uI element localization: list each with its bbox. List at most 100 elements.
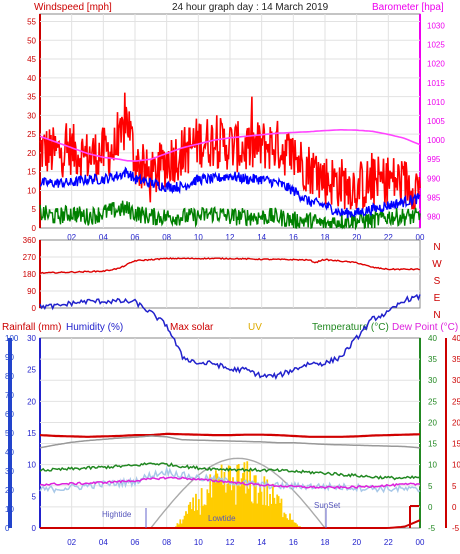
climate-x-tick-label: 14 [257, 538, 266, 547]
windspeed-tick-label: 10 [27, 186, 36, 195]
compass-label: S [434, 276, 441, 287]
climate-x-tick-label: 00 [416, 538, 425, 547]
rainfall-tick-label: 90 [5, 353, 14, 362]
windspeed-axis-label: Windspeed [mph] [34, 2, 112, 13]
rainfall-tick-label: 30 [5, 467, 14, 476]
temperature-tick-label: 10 [428, 461, 437, 470]
dewpoint-tick-label: 35 [452, 355, 460, 364]
series-humidity-line [39, 293, 421, 381]
dewpoint-tick-label: 30 [452, 376, 460, 385]
temperature-tick-label: 35 [428, 355, 437, 364]
humidity-tick-label: 5 [32, 492, 37, 501]
temperature-tick-label: 20 [428, 418, 437, 427]
windspeed-tick-label: 15 [27, 168, 36, 177]
windspeed-tick-label: 30 [27, 111, 36, 120]
wind-x-tick-label: 08 [162, 233, 171, 242]
dewpoint-axis-label: Dew Point (°C) [392, 322, 458, 333]
windspeed-tick-label: 40 [27, 74, 36, 83]
direction-tick-label: 0 [32, 304, 37, 313]
humidity-tick-label: 15 [27, 429, 36, 438]
series-dewpoint-line [40, 476, 421, 490]
dewpoint-tick-label: 20 [452, 418, 460, 427]
humidity-tick-label: 25 [27, 366, 36, 375]
wind-x-tick-label: 06 [131, 233, 140, 242]
windspeed-tick-label: 45 [27, 55, 36, 64]
rainfall-tick-label: 10 [5, 505, 14, 514]
rainfall-tick-label: 80 [5, 372, 14, 381]
windspeed-tick-label: 0 [32, 224, 37, 233]
climate-x-tick-label: 10 [194, 538, 203, 547]
sunset-label: SunSet [314, 501, 341, 510]
direction-tick-label: 360 [23, 236, 37, 245]
barometer-tick-label: 985 [427, 193, 441, 202]
temperature-axis-label: Temperature (°C) [312, 322, 389, 333]
temperature-tick-label: 15 [428, 440, 437, 449]
climate-panel-series [39, 293, 421, 529]
barometer-tick-label: 1005 [427, 117, 445, 126]
barometer-tick-label: 1000 [427, 136, 445, 145]
direction-panel-grid [40, 240, 420, 308]
climate-x-tick-label: 22 [384, 538, 393, 547]
windspeed-tick-label: 35 [27, 93, 36, 102]
windspeed-tick-label: 25 [27, 130, 36, 139]
temperature-tick-label: 0 [428, 503, 433, 512]
dewpoint-tick-label: 10 [452, 461, 460, 470]
max-solar-label: Max solar [170, 322, 214, 333]
barometer-tick-label: 1020 [427, 60, 445, 69]
wind-x-tick-label: 00 [416, 233, 425, 242]
rainfall-tick-label: 100 [5, 334, 19, 343]
max-solar-curve [150, 457, 326, 529]
barometer-tick-label: 1030 [427, 21, 445, 30]
wind-x-tick-label: 18 [321, 233, 330, 242]
climate-x-tick-label: 06 [131, 538, 140, 547]
rainfall-tick-label: 40 [5, 448, 14, 457]
climate-x-tick-label: 18 [321, 538, 330, 547]
wind-x-tick-label: 14 [257, 233, 266, 242]
barometer-tick-label: 1015 [427, 79, 445, 88]
temperature-tick-label: -5 [428, 524, 436, 533]
temperature-tick-label: 40 [428, 334, 437, 343]
wind-x-tick-label: 10 [194, 233, 203, 242]
dewpoint-tick-label: 0 [452, 503, 457, 512]
climate-x-tick-label: 02 [67, 538, 76, 547]
wind-x-tick-label: 04 [99, 233, 108, 242]
direction-panel-ticks: 0 90 180 270 360 [23, 236, 37, 313]
wind-x-tick-label: 12 [226, 233, 235, 242]
wind-gust-line [39, 92, 421, 211]
climate-x-tick-label: 12 [226, 538, 235, 547]
compass-label: W [432, 259, 442, 270]
hightide-label: Hightide [102, 510, 132, 519]
wind-x-tick-label: 20 [352, 233, 361, 242]
dewpoint-tick-label: 5 [452, 482, 457, 491]
chart-title: 24 hour graph day : 14 March 2019 [172, 2, 329, 13]
barometer-axis-label: Barometer [hpa] [372, 2, 444, 13]
series-rain_total-line [40, 519, 421, 529]
climate-x-tick-label: 16 [289, 538, 298, 547]
rainfall-tick-label: 0 [5, 524, 10, 533]
series-grey-line [39, 435, 421, 449]
series-max_temp-line [39, 432, 420, 438]
compass-label: N [433, 242, 440, 253]
wind-x-tick-label: 02 [67, 233, 76, 242]
wind-panel-ticks: 0510152025303540455055980985990995100010… [27, 18, 445, 242]
rainfall-tick-label: 70 [5, 391, 14, 400]
wind-low-line [39, 200, 421, 231]
barometer-tick-label: 995 [427, 155, 441, 164]
humidity-tick-label: 20 [27, 397, 36, 406]
temperature-tick-label: 30 [428, 376, 437, 385]
dewpoint-tick-label: 25 [452, 397, 460, 406]
barometer-tick-label: 990 [427, 174, 441, 183]
humidity-axis-label: Humidity (%) [66, 322, 123, 333]
compass-label: N [433, 310, 440, 321]
humidity-tick-label: 0 [32, 524, 37, 533]
uv-label: UV [248, 322, 262, 333]
windspeed-tick-label: 5 [32, 205, 37, 214]
temperature-tick-label: 5 [428, 482, 433, 491]
windspeed-tick-label: 55 [27, 18, 36, 27]
direction-tick-label: 90 [27, 287, 36, 296]
barometer-tick-label: 1025 [427, 41, 445, 50]
wind-x-tick-label: 16 [289, 233, 298, 242]
